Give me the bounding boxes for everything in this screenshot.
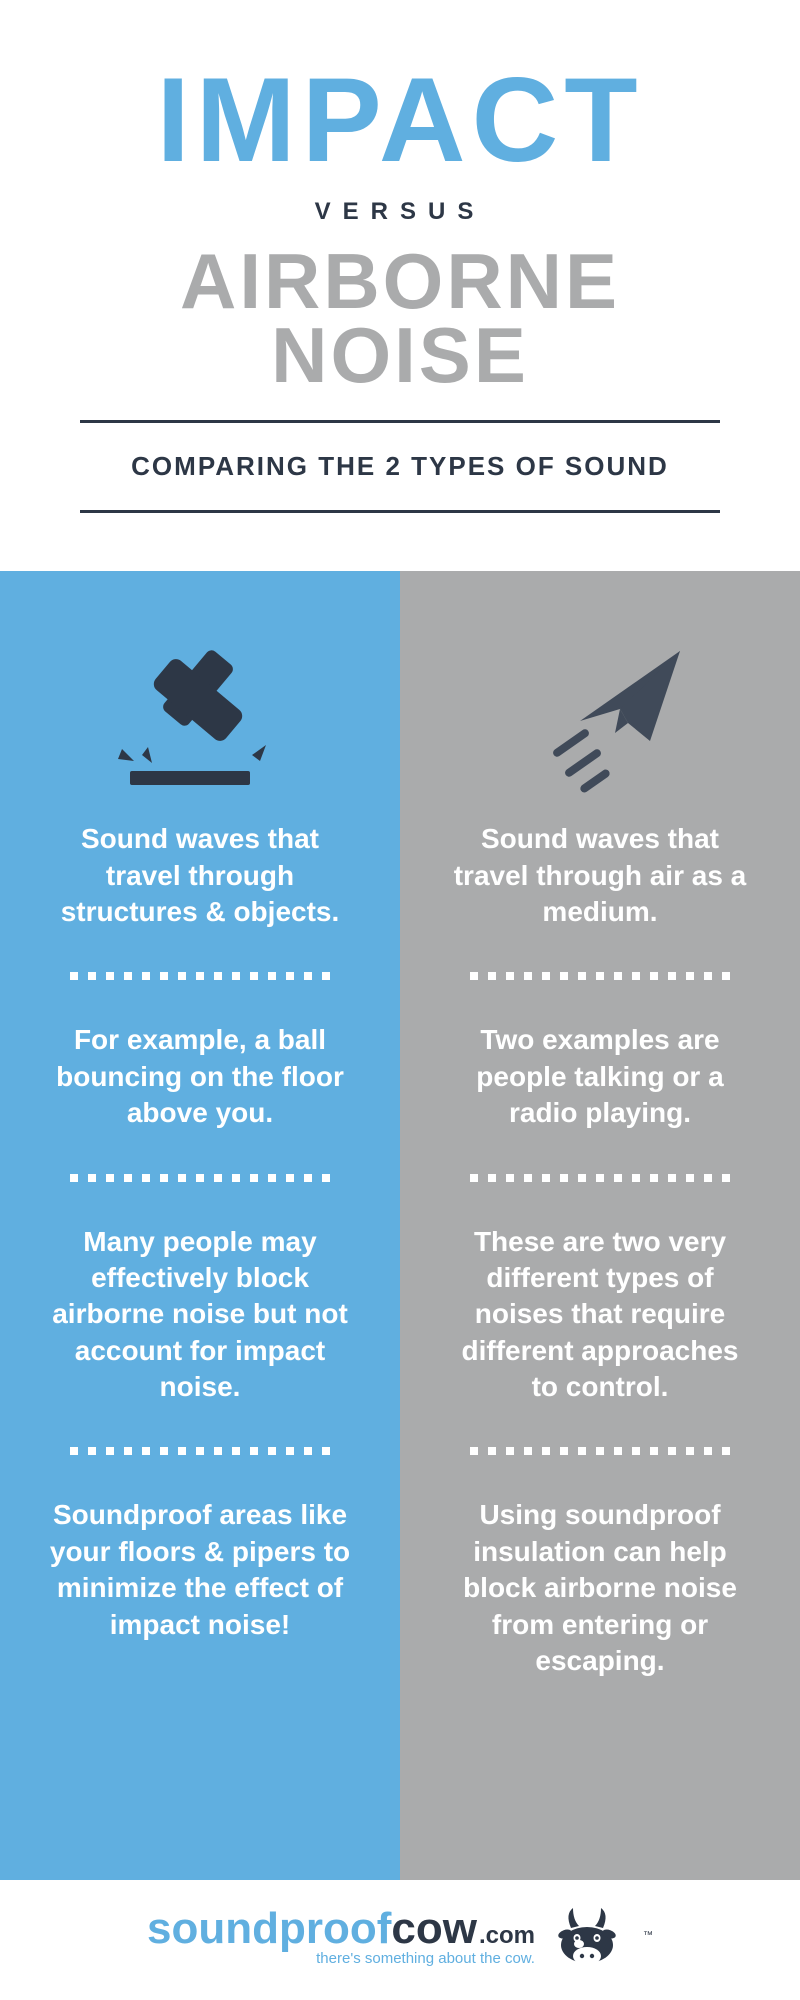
paper-plane-icon: [440, 621, 760, 811]
divider-top: [80, 420, 720, 423]
logo-text: soundproof cow .com there's something ab…: [147, 1904, 535, 1967]
subtitle: COMPARING THE 2 TYPES OF SOUND: [80, 451, 720, 482]
airborne-point-3: These are two very different types of no…: [440, 1224, 760, 1406]
dotted-separator: [440, 1447, 760, 1455]
title-airborne-line1: AIRBORNE: [80, 244, 720, 318]
logo-cow: cow: [391, 1904, 477, 1954]
impact-point-4: Soundproof areas like your floors & pipe…: [40, 1497, 360, 1643]
title-impact: IMPACT: [80, 60, 720, 180]
airborne-point-1: Sound waves that travel through air as a…: [440, 821, 760, 930]
logo-dotcom: .com: [479, 1922, 535, 1950]
impact-point-1: Sound waves that travel through structur…: [40, 821, 360, 930]
column-airborne: Sound waves that travel through air as a…: [400, 571, 800, 1880]
title-airborne-line2: NOISE: [80, 318, 720, 392]
dotted-separator: [40, 972, 360, 980]
impact-point-2: For example, a ball bouncing on the floo…: [40, 1022, 360, 1131]
cow-icon: [547, 1900, 627, 1970]
dotted-separator: [40, 1447, 360, 1455]
comparison-columns: Sound waves that travel through structur…: [0, 571, 800, 1880]
column-impact: Sound waves that travel through structur…: [0, 571, 400, 1880]
versus-label: VERSUS: [80, 198, 720, 226]
airborne-point-2: Two examples are people talking or a rad…: [440, 1022, 760, 1131]
dotted-separator: [440, 972, 760, 980]
dotted-separator: [440, 1174, 760, 1182]
airborne-point-4: Using soundproof insulation can help blo…: [440, 1497, 760, 1679]
logo-tagline: there's something about the cow.: [316, 1950, 535, 1967]
impact-point-3: Many people may effectively block airbor…: [40, 1224, 360, 1406]
divider-bottom: [80, 510, 720, 513]
gavel-impact-icon: [40, 621, 360, 811]
logo-soundproof: soundproof: [147, 1904, 391, 1954]
dotted-separator: [40, 1174, 360, 1182]
trademark-symbol: ™: [643, 1930, 653, 1941]
footer-logo: soundproof cow .com there's something ab…: [0, 1880, 800, 2000]
header-section: IMPACT VERSUS AIRBORNE NOISE COMPARING T…: [0, 0, 800, 561]
